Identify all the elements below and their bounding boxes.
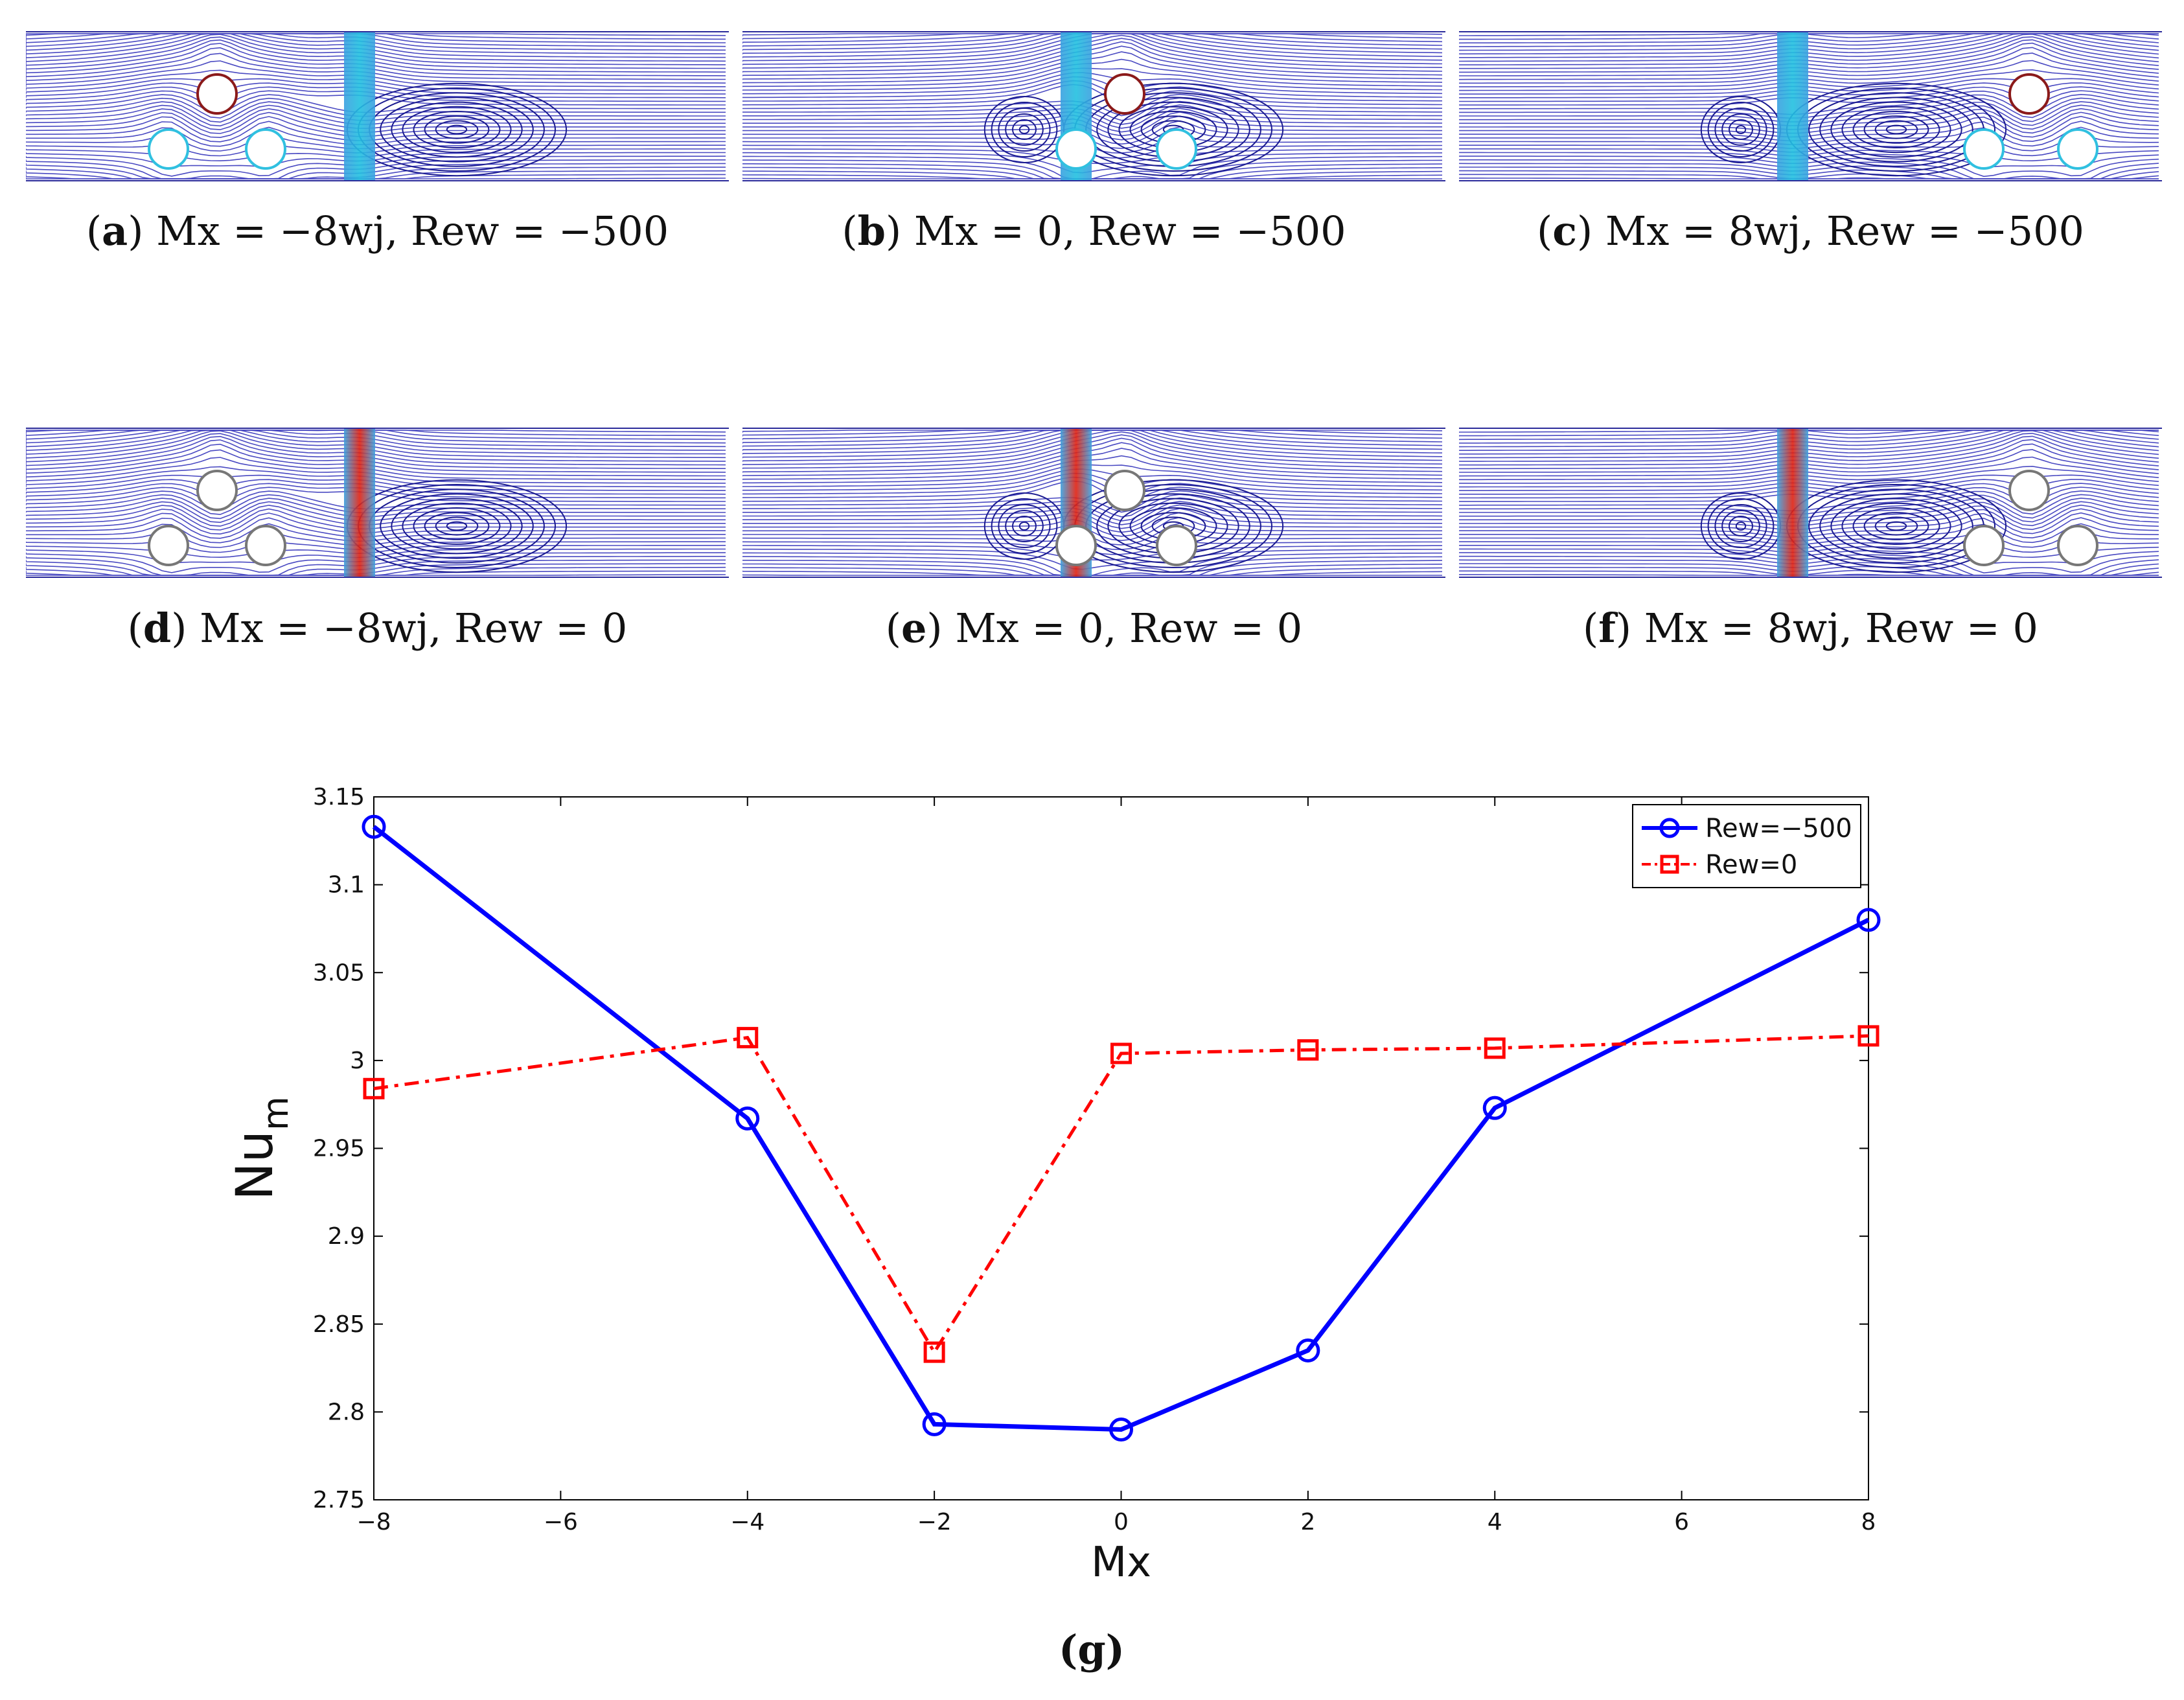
y-tick-label: 2.85 (313, 1311, 365, 1338)
panel-condition: Mx = −8wj, Rew = −500 (156, 207, 669, 255)
y-axis-label-sub: m (255, 1096, 296, 1131)
y-tick-label: 3.1 (328, 872, 365, 899)
y-tick-label: 3 (350, 1048, 365, 1074)
panel-caption-b: (b) Mx = 0, Rew = −500 (842, 207, 1346, 255)
x-tick-label: −8 (356, 1509, 391, 1535)
panel-condition: Mx = 8wj, Rew = −500 (1605, 207, 2084, 255)
panel-letter: e (901, 604, 927, 652)
impinging-jet (344, 429, 375, 577)
cylinder (196, 470, 238, 511)
x-tick-label: 4 (1488, 1509, 1502, 1535)
impinging-jet (344, 32, 375, 180)
cylinder (2008, 73, 2050, 115)
vortices (346, 82, 568, 177)
cylinder (2057, 525, 2098, 566)
streamline-panel-f (1459, 428, 2162, 578)
streamline-panel-e (742, 428, 1445, 578)
legend-label-1: Rew=−500 (1705, 814, 1852, 844)
panel-condition: Mx = −8wj, Rew = 0 (200, 604, 628, 652)
panel-condition: Mx = 0, Rew = −500 (914, 207, 1346, 255)
series-layer (362, 814, 1881, 1442)
cylinder (2008, 470, 2050, 511)
cylinder (148, 128, 189, 170)
cylinder (245, 525, 286, 566)
cylinder (1055, 128, 1097, 170)
series-2-point (737, 1027, 759, 1049)
x-tick-label: 6 (1674, 1509, 1689, 1535)
cylinder (1104, 470, 1145, 511)
legend-marker-1 (1659, 818, 1680, 838)
series-2-point (1484, 1037, 1506, 1059)
panel-caption-c: (c) Mx = 8wj, Rew = −500 (1537, 207, 2084, 255)
axis-ticks: −8 −6 −4 −2 0 2 4 6 8 2.75 2.8 2.85 2.9 2.95 3 3.05 3.1 3… (313, 784, 1876, 1535)
series-2-point (1110, 1042, 1132, 1064)
series-1-point (1109, 1418, 1133, 1442)
x-tick-label: 0 (1114, 1509, 1129, 1535)
nusselt-chart: −8 −6 −4 −2 0 2 4 6 8 2.75 2.8 2.85 2.9 2.95 3 3.05 3.1 3… (226, 784, 1881, 1587)
panel-letter: c (1552, 207, 1577, 255)
cylinder (1156, 128, 1197, 170)
panel-letter: d (143, 604, 172, 652)
panel-caption-e: (e) Mx = 0, Rew = 0 (885, 604, 1303, 652)
y-axis-label: Num (226, 1096, 296, 1200)
impinging-jet (1777, 32, 1808, 180)
y-tick-label: 3.15 (313, 784, 365, 810)
series-1-point (922, 1412, 947, 1436)
series-1-point (362, 814, 386, 839)
streamline-panel-c (1459, 31, 2162, 181)
panel-condition: Mx = 0, Rew = 0 (955, 604, 1303, 652)
series-1-point (1296, 1338, 1320, 1362)
series-2-point (1857, 1025, 1879, 1047)
cylinder (1104, 73, 1145, 115)
panel-letter: a (102, 207, 128, 255)
panel-letter: b (857, 207, 886, 255)
cylinder (1156, 525, 1197, 566)
panel-letter: f (1598, 604, 1616, 652)
y-tick-label: 3.05 (313, 959, 365, 986)
y-tick-label: 2.8 (328, 1399, 365, 1425)
x-axis-label: Mx (1091, 1539, 1151, 1587)
x-tick-label: −2 (917, 1509, 952, 1535)
legend: Rew=−500 Rew=0 (1632, 804, 1861, 888)
cylinder (2057, 128, 2098, 170)
y-tick-label: 2.95 (313, 1136, 365, 1162)
legend-label-2: Rew=0 (1705, 850, 1797, 880)
series-line-2 (373, 1034, 1869, 1355)
y-tick-label: 2.75 (313, 1487, 365, 1513)
cylinder (245, 128, 286, 170)
series-2-point (1297, 1039, 1319, 1061)
y-axis-label-main: Nu (226, 1131, 284, 1200)
x-tick-label: 2 (1300, 1509, 1315, 1535)
series-1-point (735, 1106, 760, 1131)
vortices (346, 479, 568, 573)
cylinder (196, 73, 238, 115)
series-2-point (363, 1077, 385, 1099)
series-line-1 (372, 825, 1870, 1432)
cylinder (1963, 525, 2005, 566)
panel-caption-d: (d) Mx = −8wj, Rew = 0 (127, 604, 628, 652)
series-2-point (923, 1341, 945, 1363)
panel-condition: Mx = 8wj, Rew = 0 (1644, 604, 2038, 652)
streamline-panel-a (26, 31, 729, 181)
panel-caption-f: (f) Mx = 8wj, Rew = 0 (1582, 604, 2038, 652)
series-1-point (1856, 908, 1881, 932)
streamline-panel-d (26, 428, 729, 578)
x-tick-label: 8 (1861, 1509, 1876, 1535)
legend-marker-2 (1660, 855, 1679, 874)
cylinder (148, 525, 189, 566)
impinging-jet (1777, 429, 1808, 577)
cylinder (1055, 525, 1097, 566)
x-tick-label: −4 (730, 1509, 764, 1535)
series-1-point (1482, 1096, 1507, 1120)
cylinder (1963, 128, 2005, 170)
chart-caption: (g) (1058, 1626, 1125, 1673)
plot-frame (373, 796, 1869, 1500)
panel-caption-a: (a) Mx = −8wj, Rew = −500 (86, 207, 669, 255)
streamline-panel-b (742, 31, 1445, 181)
y-tick-label: 2.9 (328, 1223, 365, 1250)
x-tick-label: −6 (544, 1509, 578, 1535)
